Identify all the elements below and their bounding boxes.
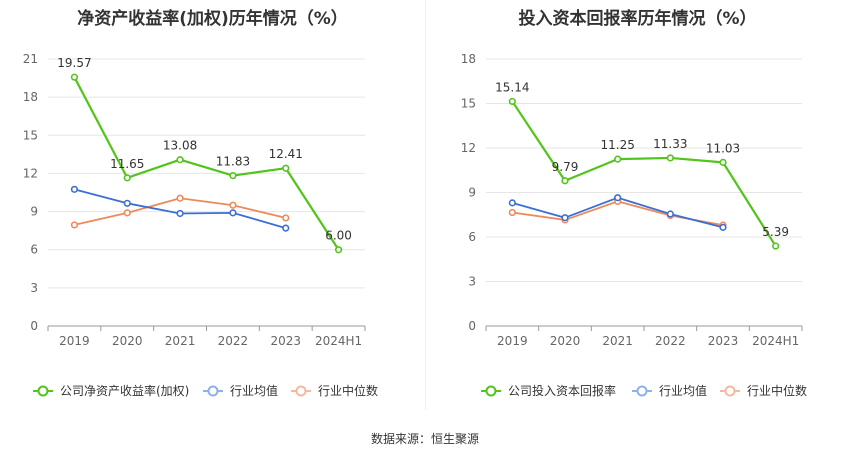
data-point: [508, 208, 516, 217]
y-tick-label: 12: [461, 141, 476, 155]
y-tick-label: 21: [23, 52, 38, 66]
data-label: 11.33: [653, 137, 687, 151]
x-tick-label: 2021: [165, 334, 196, 348]
x-tick-label: 2022: [218, 334, 249, 348]
x-tick-label: 2022: [655, 334, 686, 348]
x-tick-label: 2019: [497, 334, 528, 348]
chart-divider: [425, 0, 426, 410]
x-tick-label: 2020: [112, 334, 143, 348]
series-line: [73, 76, 340, 251]
y-tick-label: 15: [23, 128, 38, 142]
data-label: 13.08: [163, 139, 197, 153]
y-tick-label: 3: [30, 281, 38, 295]
data-point: [282, 164, 290, 172]
series-line: [511, 100, 777, 247]
x-tick-label: 2024H1: [752, 334, 799, 348]
data-label: 9.79: [552, 160, 579, 174]
legend-swatch-marker: [207, 385, 219, 397]
data-label: 11.25: [600, 138, 634, 152]
legend-swatch-marker: [636, 385, 648, 397]
x-tick-label: 2023: [270, 334, 301, 348]
data-point: [70, 221, 79, 229]
data-point: [123, 199, 131, 207]
y-tick-label: 9: [30, 205, 38, 219]
x-tick-label: 2024H1: [315, 334, 362, 348]
data-point: [282, 224, 290, 232]
data-point: [123, 209, 131, 217]
data-point: [334, 246, 343, 254]
y-tick-label: 9: [468, 186, 476, 200]
data-label: 5.39: [762, 225, 789, 239]
data-label: 12.41: [269, 147, 303, 161]
data-label: 6.00: [325, 229, 352, 243]
x-tick-label: 2021: [602, 334, 633, 348]
legend-swatch-marker: [295, 385, 307, 397]
legend-label: 行业中位数: [318, 383, 378, 398]
data-label: 11.65: [110, 157, 144, 171]
data-point: [229, 171, 237, 180]
y-tick-label: 12: [23, 166, 38, 180]
y-tick-label: 3: [468, 275, 476, 289]
data-point: [508, 199, 516, 207]
data-source-note: 数据来源：恒生聚源: [370, 432, 479, 446]
y-tick-label: 6: [30, 243, 38, 257]
x-tick-label: 2020: [550, 334, 581, 348]
data-label: 11.03: [706, 141, 740, 155]
data-point: [666, 210, 674, 218]
data-point: [123, 174, 131, 182]
data-label: 19.57: [57, 56, 91, 70]
legend-label: 行业中位数: [747, 383, 807, 398]
data-point: [229, 209, 237, 217]
y-tick-label: 6: [468, 230, 476, 244]
x-tick-label: 2019: [59, 334, 90, 348]
data-point: [176, 209, 184, 218]
data-point: [176, 194, 184, 202]
data-label: 15.14: [495, 80, 529, 94]
legend-swatch-marker: [485, 385, 497, 397]
legend-label: 公司投入资本回报率: [508, 383, 616, 398]
data-point: [719, 158, 727, 166]
chart-title-roic: 投入资本回报率历年情况（%）: [518, 9, 757, 29]
legend-label: 行业均值: [659, 383, 707, 398]
y-tick-label: 0: [30, 319, 38, 333]
data-point: [719, 223, 727, 231]
data-point: [561, 177, 569, 185]
legend-swatch-marker: [37, 385, 49, 397]
data-point: [70, 185, 79, 193]
data-point: [614, 194, 622, 202]
legend-label: 行业均值: [230, 383, 278, 398]
data-point: [70, 73, 79, 81]
y-tick-label: 18: [461, 52, 476, 66]
x-tick-label: 2023: [708, 334, 739, 348]
data-point: [176, 156, 184, 164]
chart-title-roe: 净资产收益率(加权)历年情况（%）: [77, 9, 348, 29]
data-point: [508, 97, 516, 106]
data-point: [282, 214, 290, 222]
legend-swatch-marker: [724, 385, 736, 397]
data-label: 11.83: [216, 155, 250, 169]
y-tick-label: 0: [468, 319, 476, 333]
y-tick-label: 15: [461, 97, 476, 111]
data-point: [561, 214, 569, 222]
data-point: [614, 155, 622, 163]
data-point: [666, 154, 674, 162]
y-tick-label: 18: [23, 90, 38, 104]
data-point: [229, 201, 237, 209]
legend-label: 公司净资产收益率(加权): [60, 383, 189, 398]
data-point: [772, 242, 780, 250]
